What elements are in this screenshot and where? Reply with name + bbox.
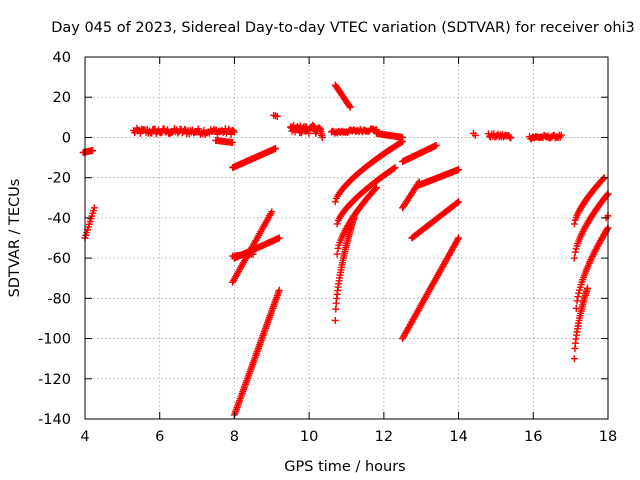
x-tick-label: 8 <box>230 429 239 445</box>
data-point <box>275 286 283 294</box>
data-point <box>432 141 440 149</box>
x-tick-label: 10 <box>300 429 318 445</box>
data-point <box>574 293 582 301</box>
data-point <box>454 199 462 207</box>
data-point <box>88 147 96 155</box>
data-point <box>249 250 257 258</box>
data-point <box>599 175 607 183</box>
data-point <box>333 250 341 258</box>
data-point <box>603 191 611 199</box>
data-point <box>181 125 189 133</box>
data-point <box>603 225 611 233</box>
data-point <box>90 204 98 212</box>
data-point <box>391 164 399 172</box>
data-point <box>194 125 202 133</box>
data-point <box>455 166 463 174</box>
data-point <box>575 289 583 297</box>
y-tick-label: 20 <box>53 90 71 106</box>
y-tick-label: 40 <box>53 50 71 66</box>
plot-border <box>84 56 609 420</box>
data-point <box>455 198 463 206</box>
chart-title: Day 045 of 2023, Sidereal Day-to-day VTE… <box>51 20 635 36</box>
data-point <box>345 102 353 110</box>
data-point <box>455 234 463 242</box>
y-axis-label: SDTVAR / TECUs <box>7 179 23 298</box>
y-tick-label: -60 <box>47 251 71 267</box>
data-point <box>507 134 515 142</box>
data-point <box>272 145 280 153</box>
data-point <box>229 127 237 135</box>
data-point <box>331 198 339 206</box>
data-point <box>309 121 317 129</box>
data-point <box>275 234 283 242</box>
data-point <box>331 316 339 324</box>
y-tick-label: -80 <box>47 291 71 307</box>
data-point <box>333 220 341 228</box>
x-tick-label: 18 <box>599 429 617 445</box>
data-point <box>268 208 276 216</box>
y-tick-label: -140 <box>38 412 71 428</box>
data-point <box>570 220 578 228</box>
data-point <box>583 284 591 292</box>
x-axis-label: GPS time / hours <box>284 459 405 475</box>
data-point <box>593 243 601 251</box>
data-point <box>318 133 326 141</box>
data-point <box>390 164 398 172</box>
data-point <box>334 244 342 252</box>
data-point <box>397 138 405 146</box>
y-tick-label: 0 <box>62 130 71 146</box>
data-point <box>570 254 578 262</box>
data-point <box>332 305 340 313</box>
data-point <box>372 184 380 192</box>
data-point <box>346 103 354 111</box>
data-point <box>592 246 600 254</box>
x-tick-label: 4 <box>80 429 89 445</box>
y-tick-label: -20 <box>47 171 71 187</box>
data-point <box>291 128 299 136</box>
y-tick-label: -100 <box>38 332 71 348</box>
y-tick-label: -120 <box>38 372 71 388</box>
data-point <box>316 124 324 132</box>
data-point <box>570 355 578 363</box>
data-point <box>350 214 358 222</box>
data-point <box>230 128 238 136</box>
data-point <box>454 236 462 244</box>
x-tick-label: 6 <box>155 429 164 445</box>
data-point <box>593 244 601 252</box>
data-point <box>471 131 479 139</box>
data-point <box>371 185 379 193</box>
x-tick-label: 16 <box>524 429 542 445</box>
x-tick-label: 14 <box>449 429 467 445</box>
data-point <box>273 112 281 120</box>
data-point <box>590 249 598 257</box>
data-point <box>571 248 579 256</box>
plot-frame <box>84 56 609 420</box>
tick-labels: 4 6 8 10 12 14 16 18 -140 -120 -100 -80 -60 -40 -20 0 20… <box>38 50 617 445</box>
data-point <box>229 138 237 146</box>
data-point <box>591 247 599 255</box>
y-tick-label: -40 <box>47 211 71 227</box>
data-point <box>557 131 565 139</box>
data-points <box>79 81 612 419</box>
data-point <box>399 137 407 145</box>
x-tick-label: 12 <box>375 429 393 445</box>
data-point <box>573 297 581 305</box>
